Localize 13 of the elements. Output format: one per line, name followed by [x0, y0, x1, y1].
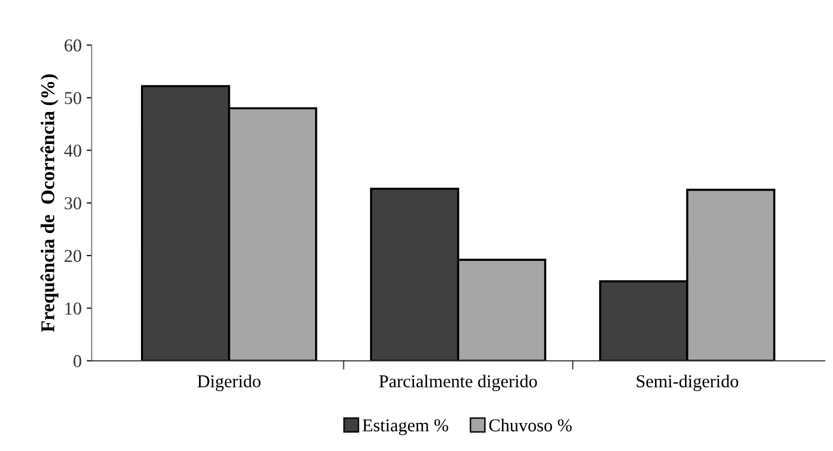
- y-tick-label: 50: [64, 92, 82, 104]
- y-tick-label: 20: [64, 250, 82, 262]
- x-tick-label: Parcialmente digerido: [379, 374, 537, 392]
- y-tick-label: 30: [64, 197, 82, 210]
- y-tick-label: 0: [74, 355, 82, 368]
- y-tick-label: 40: [64, 144, 82, 157]
- x-tick-label: Digerido: [198, 374, 260, 392]
- x-tick-label: Semi-digerido: [636, 374, 738, 392]
- y-tick-label: 10: [65, 302, 82, 315]
- legend-label: Estiagem %: [362, 419, 448, 436]
- y-tick-label: 60: [64, 39, 82, 52]
- legend-label: Chuvoso %: [489, 418, 572, 432]
- y-axis-title: Frequência de Ocorrência (%): [40, 74, 58, 332]
